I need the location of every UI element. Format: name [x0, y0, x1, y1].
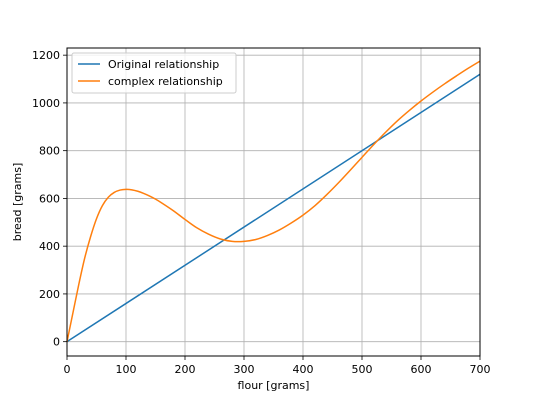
y-tick-label: 400	[39, 240, 60, 253]
legend-label-original: Original relationship	[108, 58, 219, 71]
y-tick-label: 0	[53, 336, 60, 349]
axis-ticks: 0 100 200 300 400 500 600 700 0 200 400 600 800 1000 1…	[32, 49, 491, 376]
x-tick-label: 100	[116, 363, 137, 376]
y-tick-label: 600	[39, 192, 60, 205]
series-line-complex	[66, 60, 481, 342]
plot-frame	[66, 47, 481, 357]
x-axis-label: flour [grams]	[238, 379, 310, 392]
x-tick-label: 500	[352, 363, 373, 376]
legend: Original relationship complex relationsh…	[71, 52, 237, 94]
x-tick-label: 0	[64, 363, 71, 376]
legend-label-complex: complex relationship	[108, 75, 223, 88]
y-tick-label: 800	[39, 145, 60, 158]
x-tick-label: 600	[411, 363, 432, 376]
y-tick-label: 200	[39, 288, 60, 301]
y-tick-label: 1200	[32, 49, 60, 62]
x-tick-label: 200	[175, 363, 196, 376]
x-tick-label: 300	[234, 363, 255, 376]
y-tick-label: 1000	[32, 97, 60, 110]
legend-box	[71, 52, 237, 94]
x-tick-label: 700	[470, 363, 491, 376]
grid	[66, 48, 481, 356]
y-axis-label: bread [grams]	[11, 163, 24, 242]
series-lines	[66, 60, 481, 343]
series-line-original	[66, 73, 481, 343]
x-tick-label: 400	[293, 363, 314, 376]
